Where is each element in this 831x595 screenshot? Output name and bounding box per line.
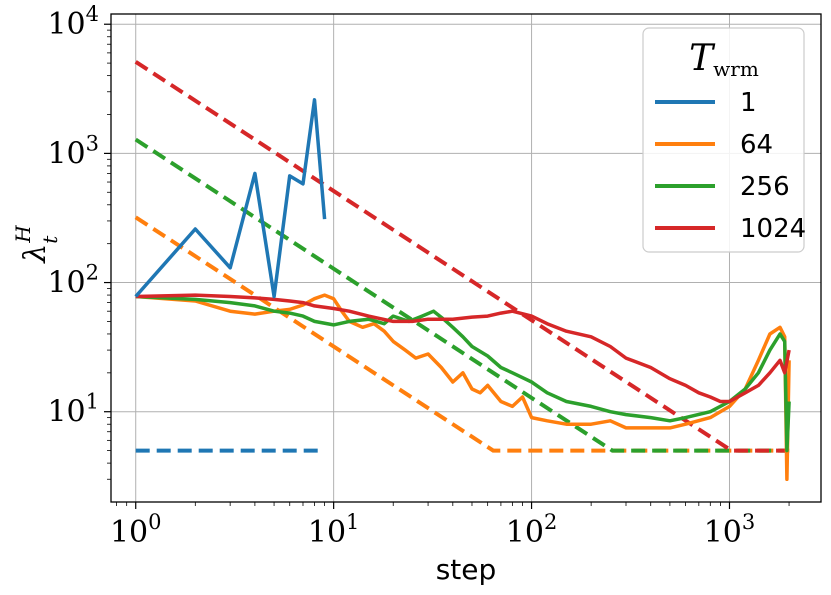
x-tick-label: 103: [704, 510, 756, 550]
series-1024-fit-line: [134, 60, 790, 453]
legend-label-1024: 1024: [740, 214, 806, 244]
data-lines: [134, 98, 791, 482]
x-tick-label: 100: [110, 510, 162, 550]
legend-label-256: 256: [740, 172, 790, 202]
series-64-fit-line: [134, 215, 790, 453]
y-tick-label: 103: [47, 131, 99, 171]
y-tick-labels: 101 102 103 104: [47, 2, 99, 429]
series-64-line: [135, 293, 791, 482]
x-tick-label: 102: [506, 510, 558, 550]
y-tick-label: 101: [47, 390, 99, 430]
x-axis-label: step: [436, 553, 497, 586]
legend: Twrm 1 64 256 1024: [642, 27, 806, 253]
series-1-line: [134, 98, 327, 299]
axes: [104, 13, 822, 509]
legend-entries: 1 64 256 1024: [655, 88, 806, 244]
plot-frame: [110, 13, 822, 503]
y-tick-label: 102: [47, 261, 99, 301]
legend-title: Twrm: [689, 38, 759, 81]
fit-lines: [134, 60, 790, 453]
series-256-fit-line: [134, 137, 790, 453]
legend-label-64: 64: [740, 130, 773, 160]
series-1024-line: [135, 293, 791, 404]
x-tick-labels: 100 101 102 103: [110, 510, 755, 550]
x-tick-label: 101: [308, 510, 360, 550]
svg-text:λtH: λtH: [11, 225, 62, 264]
y-tick-label: 104: [47, 2, 99, 42]
legend-frame: [642, 27, 805, 253]
y-axis-label: λtH: [11, 225, 62, 264]
legend-label-1: 1: [740, 88, 757, 118]
